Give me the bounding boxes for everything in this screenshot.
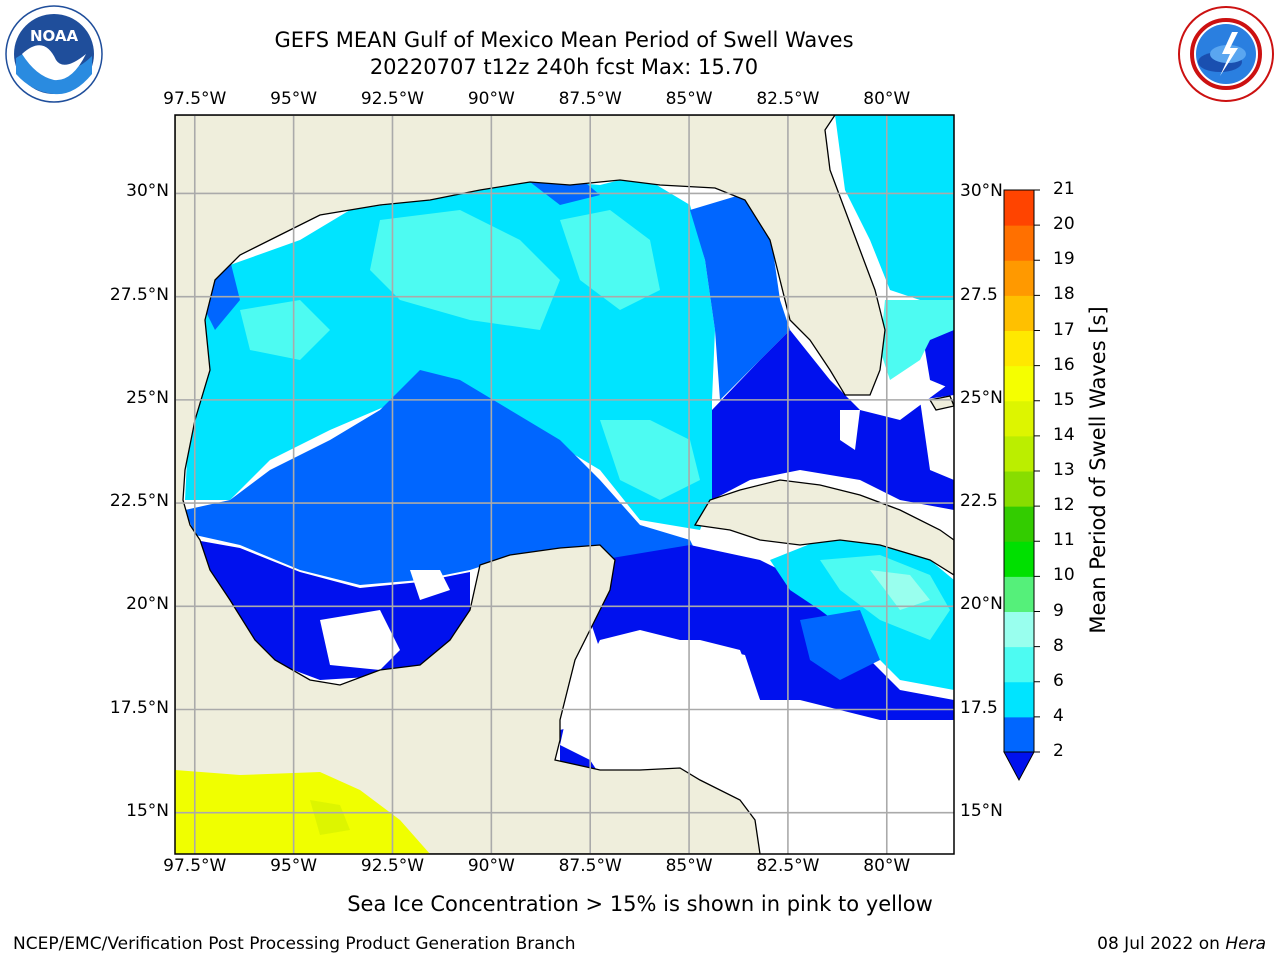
noaa-logo: NOAA bbox=[5, 5, 103, 103]
lon-tick-bottom: 90°W bbox=[467, 856, 515, 876]
lon-tick-top: 85°W bbox=[665, 89, 713, 109]
swell-field bbox=[185, 115, 954, 854]
date-text: 08 Jul 2022 on bbox=[1097, 934, 1226, 954]
lon-tick-bottom: 85°W bbox=[665, 856, 713, 876]
lon-tick-top: 92.5°W bbox=[360, 89, 425, 109]
colorbar-under-arrow bbox=[1003, 751, 1035, 782]
colorbar-segment bbox=[1004, 435, 1034, 472]
lat-tick-left: 25°N bbox=[126, 387, 169, 408]
credit-text: NCEP/EMC/Verification Post Processing Pr… bbox=[13, 934, 576, 954]
colorbar-label: 18 bbox=[1053, 284, 1075, 305]
lat-tick-right: 20°N bbox=[960, 594, 1003, 615]
colorbar-label: 21 bbox=[1053, 179, 1075, 199]
colorbar-segment bbox=[1004, 576, 1034, 612]
colorbar-segment bbox=[1004, 506, 1034, 542]
lon-tick-top: 97.5°W bbox=[163, 89, 227, 109]
colorbar bbox=[1003, 189, 1040, 782]
colorbar-segment bbox=[1004, 225, 1034, 261]
lat-tick-left: 22.5°N bbox=[109, 491, 169, 512]
colorbar-segment bbox=[1004, 330, 1034, 367]
colorbar-title: Mean Period of Swell Waves [s] bbox=[1086, 306, 1110, 634]
lat-tick-right: 27.5 bbox=[960, 284, 998, 305]
chart-title: GEFS MEAN Gulf of Mexico Mean Period of … bbox=[274, 28, 854, 52]
colorbar-label: 15 bbox=[1053, 389, 1075, 410]
colorbar-segment bbox=[1004, 646, 1034, 683]
lat-tick-right: 15°N bbox=[960, 800, 1003, 821]
lon-tick-top: 82.5°W bbox=[756, 89, 820, 109]
colorbar-segment bbox=[1004, 400, 1034, 437]
lon-tick-bottom: 82.5°W bbox=[756, 856, 820, 876]
date-stamp: 08 Jul 2022 on Hera bbox=[1097, 934, 1266, 954]
lat-tick-right: 17.5 bbox=[960, 697, 998, 718]
colorbar-segment bbox=[1004, 471, 1034, 507]
ice-footnote: Sea Ice Concentration > 15% is shown in … bbox=[347, 892, 933, 916]
lat-tick-left: 30°N bbox=[126, 181, 169, 202]
host-name: Hera bbox=[1225, 934, 1266, 954]
colorbar-label: 14 bbox=[1053, 424, 1075, 445]
colorbar-segment bbox=[1004, 260, 1034, 296]
lon-tick-bottom: 97.5°W bbox=[163, 856, 227, 876]
lat-tick-left: 15°N bbox=[126, 800, 169, 821]
colorbar-label: 16 bbox=[1053, 354, 1075, 375]
lat-tick-right: 25°N bbox=[960, 387, 1003, 408]
colorbar-segment bbox=[1004, 541, 1034, 577]
colorbar-label: 2 bbox=[1053, 741, 1064, 761]
colorbar-label: 8 bbox=[1053, 635, 1064, 656]
lat-tick-right: 30°N bbox=[960, 181, 1003, 202]
colorbar-segment bbox=[1004, 716, 1034, 753]
colorbar-segment bbox=[1004, 365, 1034, 402]
lat-tick-right: 22.5 bbox=[960, 491, 998, 512]
colorbar-segment bbox=[1004, 190, 1034, 226]
lon-tick-top: 87.5°W bbox=[558, 89, 622, 109]
colorbar-label: 19 bbox=[1053, 249, 1075, 270]
lat-tick-left: 17.5°N bbox=[109, 697, 169, 718]
lon-tick-bottom: 80°W bbox=[863, 856, 911, 876]
colorbar-label: 17 bbox=[1053, 319, 1075, 340]
lon-tick-bottom: 92.5°W bbox=[360, 856, 425, 876]
lon-tick-top: 90°W bbox=[467, 89, 515, 109]
colorbar-label: 11 bbox=[1053, 530, 1075, 551]
noaa-logo-text: NOAA bbox=[30, 27, 79, 45]
lat-tick-left: 20°N bbox=[126, 594, 169, 615]
lon-tick-top: 95°W bbox=[270, 89, 318, 109]
chart-subtitle: 20220707 t12z 240h fcst Max: 15.70 bbox=[369, 55, 759, 79]
lon-tick-bottom: 95°W bbox=[270, 856, 318, 876]
colorbar-segment bbox=[1004, 611, 1034, 648]
colorbar-segment bbox=[1004, 295, 1034, 331]
colorbar-label: 20 bbox=[1053, 214, 1075, 235]
colorbar-label: 12 bbox=[1053, 495, 1075, 516]
colorbar-label: 10 bbox=[1053, 565, 1075, 586]
lat-tick-left: 27.5°N bbox=[109, 284, 169, 305]
lon-tick-bottom: 87.5°W bbox=[558, 856, 622, 876]
colorbar-label: 6 bbox=[1053, 670, 1064, 691]
map-frame bbox=[174, 114, 955, 855]
nws-logo bbox=[1178, 6, 1274, 102]
colorbar-label: 4 bbox=[1053, 705, 1064, 726]
colorbar-label: 13 bbox=[1053, 460, 1075, 480]
map-area bbox=[175, 115, 954, 854]
colorbar-segment bbox=[1004, 681, 1034, 718]
graticule bbox=[175, 115, 954, 854]
lon-tick-top: 80°W bbox=[863, 89, 911, 109]
colorbar-label: 9 bbox=[1053, 600, 1064, 621]
